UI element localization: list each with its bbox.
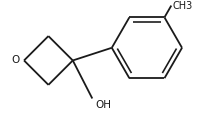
Text: O: O xyxy=(11,55,19,65)
Text: CH3: CH3 xyxy=(172,1,193,11)
Text: OH: OH xyxy=(95,100,111,110)
